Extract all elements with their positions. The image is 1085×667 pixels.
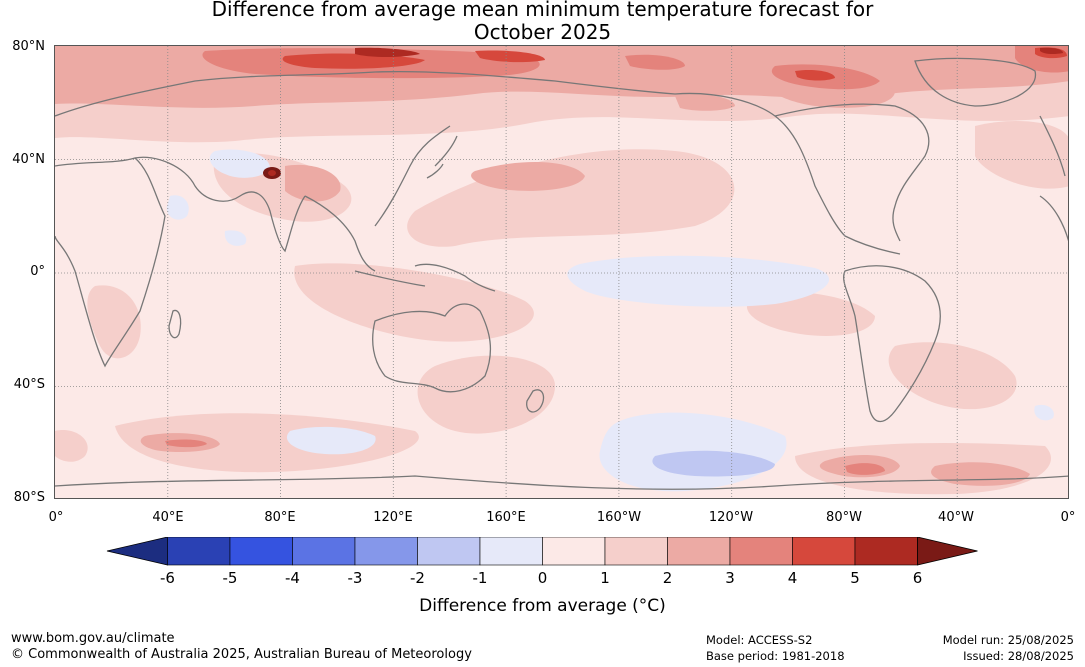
lat-label-40n: 40°N: [12, 152, 45, 167]
footer-model-run: Model run: 25/08/2025: [942, 633, 1074, 647]
colorbar: [106, 537, 978, 566]
lat-label-40s: 40°S: [13, 377, 45, 392]
chart-title-line-2: October 2025: [473, 20, 612, 44]
colorbar-segment: [292, 537, 356, 566]
footer-base-period: Base period: 1981-2018: [706, 649, 845, 663]
gridlines: [55, 46, 1068, 498]
colorbar-segment: [354, 537, 418, 566]
colorbar-tick-label: 2: [662, 569, 673, 587]
colorbar-extend-low: [106, 537, 168, 566]
footer-copyright: © Commonwealth of Australia 2025, Austra…: [11, 647, 472, 662]
colorbar-tick-label: 0: [537, 569, 548, 587]
chart-title-line-1: Difference from average mean minimum tem…: [211, 0, 874, 21]
colorbar-tick-label: 4: [787, 569, 798, 587]
lon-label-80w: 80°W: [826, 510, 862, 525]
colorbar-tick-label: -6: [160, 569, 175, 587]
colorbar-tick-label: -3: [347, 569, 363, 587]
colorbar-tick-label: 1: [600, 569, 610, 587]
anomaly-cool-core: [652, 450, 775, 477]
colorbar-tick-label: 3: [725, 569, 735, 587]
footer-url[interactable]: www.bom.gov.au/climate: [11, 631, 175, 646]
lon-label-0-right: 0°: [1060, 510, 1076, 525]
colorbar-tick-label: -4: [285, 569, 300, 587]
lon-label-160w: 160°W: [596, 510, 642, 525]
map-canvas: [55, 46, 1068, 498]
colorbar-title: Difference from average (°C): [419, 596, 666, 616]
lon-label-0-left: 0°: [48, 510, 64, 525]
colorbar-segment: [604, 537, 668, 566]
anomaly-5-6-areas: [355, 47, 1063, 57]
colorbar-tick-label: 5: [850, 569, 860, 587]
colorbar-tick-label: -1: [472, 569, 488, 587]
lat-label-80n: 80°N: [12, 39, 45, 54]
footer-issued: Issued: 28/08/2025: [963, 649, 1074, 663]
lon-label-120e: 120°E: [373, 510, 413, 525]
colorbar-segment: [229, 537, 293, 566]
colorbar-segment: [854, 537, 918, 566]
lat-label-80s: 80°S: [13, 490, 45, 505]
colorbar-segment: [792, 537, 856, 566]
anomaly-4-5-areas: [282, 47, 1067, 81]
colorbar-segment: [479, 537, 543, 566]
colorbar-tick-label: 6: [912, 569, 923, 587]
colorbar-segment: [417, 537, 481, 566]
lat-label-0: 0°: [30, 264, 45, 279]
colorbar-segment: [729, 537, 793, 566]
colorbar-segment: [667, 537, 731, 566]
lon-label-120w: 120°W: [708, 510, 754, 525]
colorbar-extend-high: [917, 537, 978, 566]
lon-label-80e: 80°E: [264, 510, 296, 525]
colorbar-tick-label: -2: [410, 569, 425, 587]
lon-label-40w: 40°W: [938, 510, 974, 525]
footer-model: Model: ACCESS-S2: [706, 633, 813, 647]
lon-label-40e: 40°E: [152, 510, 184, 525]
coastlines: [55, 57, 1068, 490]
colorbar-tick-label: -5: [222, 569, 238, 587]
colorbar-segment: [542, 537, 606, 566]
colorbar-segment: [167, 537, 231, 566]
forecast-map: [54, 45, 1069, 499]
lon-label-160e: 160°E: [486, 510, 526, 525]
